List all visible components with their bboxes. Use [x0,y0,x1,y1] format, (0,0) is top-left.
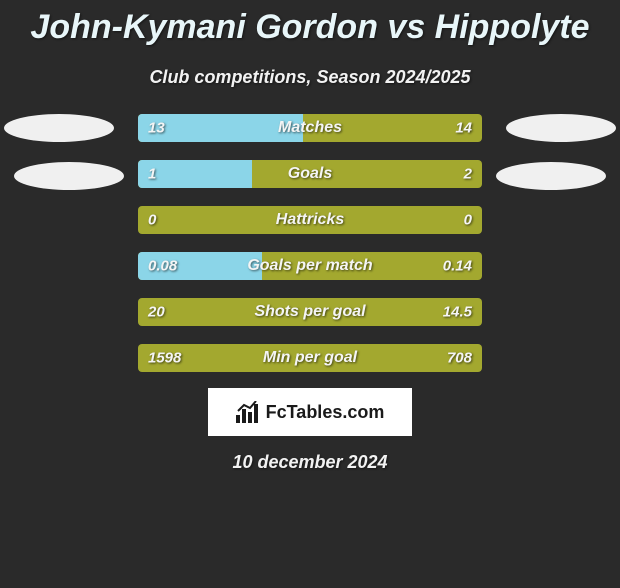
stat-bars: 13 Matches 14 1 Goals 2 0 Hattricks 0 0.… [138,114,482,372]
stat-label: Goals per match [247,257,372,275]
stat-label: Shots per goal [254,303,365,321]
stat-value-left: 1598 [148,350,181,367]
logo-text: FcTables.com [266,402,385,423]
fctables-logo-icon [236,401,262,423]
stat-value-right: 708 [447,350,472,367]
stat-bar-row: 0 Hattricks 0 [138,206,482,234]
stat-bar-row: 13 Matches 14 [138,114,482,142]
comparison-content: 13 Matches 14 1 Goals 2 0 Hattricks 0 0.… [0,114,620,473]
stat-value-left: 0 [148,212,156,229]
stat-value-right: 0 [464,212,472,229]
stat-label: Hattricks [276,211,344,229]
stat-value-right: 2 [464,166,472,183]
page-title: John-Kymani Gordon vs Hippolyte [0,8,620,47]
stat-label: Goals [288,165,332,183]
stat-label: Matches [278,119,342,137]
stat-value-right: 14.5 [443,304,472,321]
stat-bar-row: 20 Shots per goal 14.5 [138,298,482,326]
logo-box: FcTables.com [208,388,412,436]
stat-value-left: 0.08 [148,258,177,275]
stat-value-right: 14 [455,120,472,137]
stat-value-right: 0.14 [443,258,472,275]
player1-avatar-bottom [14,162,124,190]
player2-avatar-bottom [496,162,606,190]
stat-bar-row: 1 Goals 2 [138,160,482,188]
player1-avatar-top [4,114,114,142]
date-text: 10 december 2024 [0,452,620,473]
player2-avatar-top [506,114,616,142]
stat-bar-row: 0.08 Goals per match 0.14 [138,252,482,280]
stat-bar-row: 1598 Min per goal 708 [138,344,482,372]
subtitle: Club competitions, Season 2024/2025 [0,67,620,88]
stat-value-left: 1 [148,166,156,183]
stat-label: Min per goal [263,349,357,367]
stat-value-left: 13 [148,120,165,137]
stat-value-left: 20 [148,304,165,321]
